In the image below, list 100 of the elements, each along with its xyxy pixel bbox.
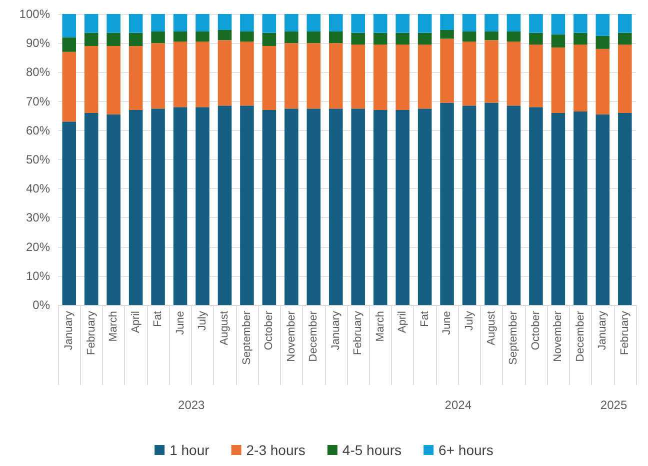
bar [529, 32, 543, 45]
bar [596, 14, 610, 36]
bar [373, 14, 388, 33]
y-tick-label: 80% [26, 65, 50, 80]
bar [484, 40, 498, 103]
bar [462, 31, 476, 42]
bar [218, 106, 232, 305]
x-tick-label: February [618, 310, 631, 356]
x-tick-label: August [218, 311, 231, 346]
bar [396, 32, 410, 45]
bar [574, 111, 588, 305]
bar [173, 14, 188, 32]
x-tick-label: October [530, 310, 542, 350]
text: 2025 [600, 398, 628, 412]
bar [62, 122, 76, 305]
x-tick-label: January [63, 310, 76, 350]
bar [596, 48, 610, 114]
y-tick-label: 20% [26, 240, 50, 254]
bar [306, 108, 321, 305]
bar [596, 114, 610, 305]
bar [306, 43, 321, 109]
bar [484, 14, 498, 32]
x-tick-label: April [396, 311, 409, 334]
text: 2024 [444, 398, 472, 412]
x-tick-label: December [574, 310, 586, 362]
bar [173, 42, 188, 108]
x-tick-label: March [374, 311, 386, 342]
bar [396, 14, 410, 33]
bar [151, 14, 165, 32]
y-tick-label: 70% [26, 94, 50, 108]
bar [240, 106, 254, 305]
bar [151, 43, 165, 109]
y-tick-label: 10% [26, 268, 50, 283]
x-tick-label: November [285, 310, 298, 362]
bar [551, 14, 566, 34]
bar [506, 31, 521, 42]
bar [551, 112, 566, 305]
x-tick-label: August [486, 311, 498, 346]
x-tick-label: September [508, 310, 520, 365]
bar [284, 31, 298, 44]
y-tick-label: 50% [26, 152, 50, 166]
y-tick-label: 60% [26, 123, 50, 138]
bar [506, 42, 521, 106]
legend-label: 4-5 hours [342, 442, 402, 458]
bar [151, 108, 165, 305]
bar [240, 31, 254, 42]
bar [551, 34, 566, 48]
bar [306, 31, 321, 44]
bar [418, 14, 432, 33]
bar [551, 47, 566, 113]
bar [173, 107, 188, 305]
legend-label: 6+ hours [438, 442, 494, 458]
bar [462, 14, 476, 32]
bar [351, 32, 366, 45]
bar [106, 46, 120, 114]
bar [373, 44, 388, 110]
bar [506, 14, 521, 32]
bar [418, 108, 432, 305]
bar [196, 42, 210, 108]
x-tick-label: Fat [418, 311, 431, 327]
bar [151, 31, 165, 44]
bar [284, 14, 298, 32]
y-tick-label: 90% [26, 36, 50, 50]
bar [574, 14, 588, 33]
bar [618, 44, 632, 113]
bar [618, 14, 632, 33]
x-tick-label: February [85, 310, 98, 356]
bar [618, 32, 632, 45]
x-tick-label: February [352, 310, 364, 356]
bar [574, 44, 588, 112]
bar [62, 52, 76, 122]
bar [196, 31, 210, 42]
bar [484, 102, 498, 305]
bar [284, 108, 298, 305]
bar [218, 14, 232, 30]
bar [440, 14, 454, 30]
bar [196, 107, 210, 305]
text: 2023 [178, 398, 206, 412]
bar [106, 114, 120, 305]
bar [218, 30, 232, 40]
bar [218, 40, 232, 106]
bar [306, 14, 321, 32]
bar [106, 14, 120, 33]
bar [284, 43, 298, 109]
x-tick-label: October [263, 310, 276, 350]
bar [328, 31, 343, 44]
bar [328, 14, 343, 32]
bar [173, 31, 188, 42]
x-tick-label: March [108, 311, 120, 342]
bar [462, 106, 476, 305]
bar [128, 110, 143, 305]
bar [596, 36, 610, 49]
bar [396, 110, 410, 305]
bar [351, 44, 366, 109]
bar [618, 112, 632, 305]
bar [351, 14, 366, 33]
y-tick-label: 30% [26, 210, 50, 225]
bar [484, 31, 498, 40]
legend-label: 2-3 hours [246, 442, 306, 458]
y-tick-label: 100% [19, 7, 50, 21]
